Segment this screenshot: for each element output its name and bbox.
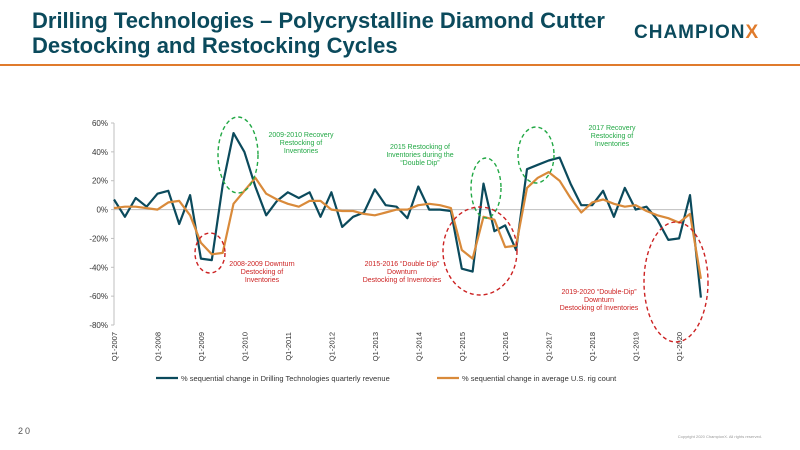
recovery-2009-ellipse (217, 116, 259, 194)
annotation-line: Restocking of (280, 140, 322, 147)
title-divider (0, 64, 800, 66)
annotation-line: 2009-2010 Recovery (269, 132, 334, 139)
y-tick-label: -40% (89, 263, 108, 272)
annotation-downturn: 2019-2020 “Double-Dip” Downturn Destocking… (560, 289, 639, 312)
annotation-recovery: 2015 Restocking of Inventories during the… (386, 144, 453, 167)
y-tick-label: 20% (92, 177, 108, 186)
annotation-line: 2008-2009 Downturn (229, 261, 294, 268)
revenue-series-line (113, 132, 702, 298)
x-tick-label: Q1-2013 (371, 332, 380, 361)
downturn-2008-ellipse (194, 232, 226, 274)
x-tick-label: Q1-2019 (632, 332, 641, 361)
x-tick-label: Q1-2012 (327, 332, 336, 361)
x-tick-label: Q1-2014 (414, 332, 423, 361)
x-tick-label: Q1-2020 (675, 332, 684, 361)
y-tick-label: -60% (89, 292, 108, 301)
y-tick-label: -80% (89, 321, 108, 330)
annotation-line: 2015 Restocking of (390, 144, 450, 151)
recovery-2015-ellipse (470, 157, 502, 219)
rig-count-series-line (113, 171, 702, 279)
page-number: 20 (18, 426, 33, 436)
logo-text: CHAMPION (634, 22, 746, 43)
championx-logo: CHAMPIONX (634, 22, 759, 44)
x-tick-label: Q1-2011 (284, 332, 293, 361)
annotation-line: Destocking of Inventories (363, 277, 442, 284)
logo-x-mark: X (745, 22, 760, 43)
annotation-downturn: 2008-2009 Downturn Destocking of Inventori… (229, 261, 294, 284)
x-tick-label: Q1-2017 (545, 332, 554, 361)
page-title: Drilling Technologies – Polycrystalline … (32, 8, 605, 58)
annotation-line: 2019-2020 “Double-Dip” (561, 289, 637, 296)
annotation-line: Downturn (387, 269, 417, 276)
annotation-line: Destocking of Inventories (560, 305, 639, 312)
annotation-line: 2017 Recovery (588, 125, 636, 132)
annotation-line: Inventories (595, 141, 630, 148)
x-tick-label: Q1-2010 (240, 332, 249, 361)
x-tick-label: Q1-2018 (588, 332, 597, 361)
recovery-2017-ellipse (517, 126, 555, 184)
annotation-line: “Double Dip” (400, 160, 440, 167)
annotation-recovery: 2017 Recovery Restocking of Inventories (588, 125, 636, 148)
annotation-line: 2015-2016 “Double Dip” (365, 261, 440, 268)
annotation-line: Inventories (284, 148, 319, 155)
legend-label: % sequential change in Drilling Technolo… (181, 374, 390, 383)
downturn-2015-ellipse (442, 206, 518, 296)
annotation-recovery: 2009-2010 Recovery Restocking of Inventori… (269, 132, 334, 155)
x-tick-label: Q1-2007 (110, 332, 119, 361)
annotation-downturn: 2015-2016 “Double Dip” Downturn Destocking… (363, 261, 442, 284)
x-tick-label: Q1-2016 (501, 332, 510, 361)
x-tick-label: Q1-2009 (197, 332, 206, 361)
annotation-line: Inventories during the (386, 152, 453, 159)
annotation-line: Downturn (584, 297, 614, 304)
downturn-2019-ellipse (643, 221, 709, 343)
y-tick-label: 40% (92, 148, 108, 157)
y-tick-label: 60% (92, 119, 108, 128)
x-tick-label: Q1-2008 (153, 332, 162, 361)
y-tick-label: 0% (96, 206, 108, 215)
annotation-line: Inventories (245, 277, 280, 284)
x-tick-label: Q1-2015 (458, 332, 467, 361)
y-tick-label: -20% (89, 234, 108, 243)
annotation-line: Restocking of (591, 133, 633, 140)
annotation-line: Destocking of (241, 269, 283, 276)
legend-label: % sequential change in average U.S. rig … (462, 374, 617, 383)
copyright-note: Copyright 2020 ChampionX. All rights res… (677, 434, 762, 439)
